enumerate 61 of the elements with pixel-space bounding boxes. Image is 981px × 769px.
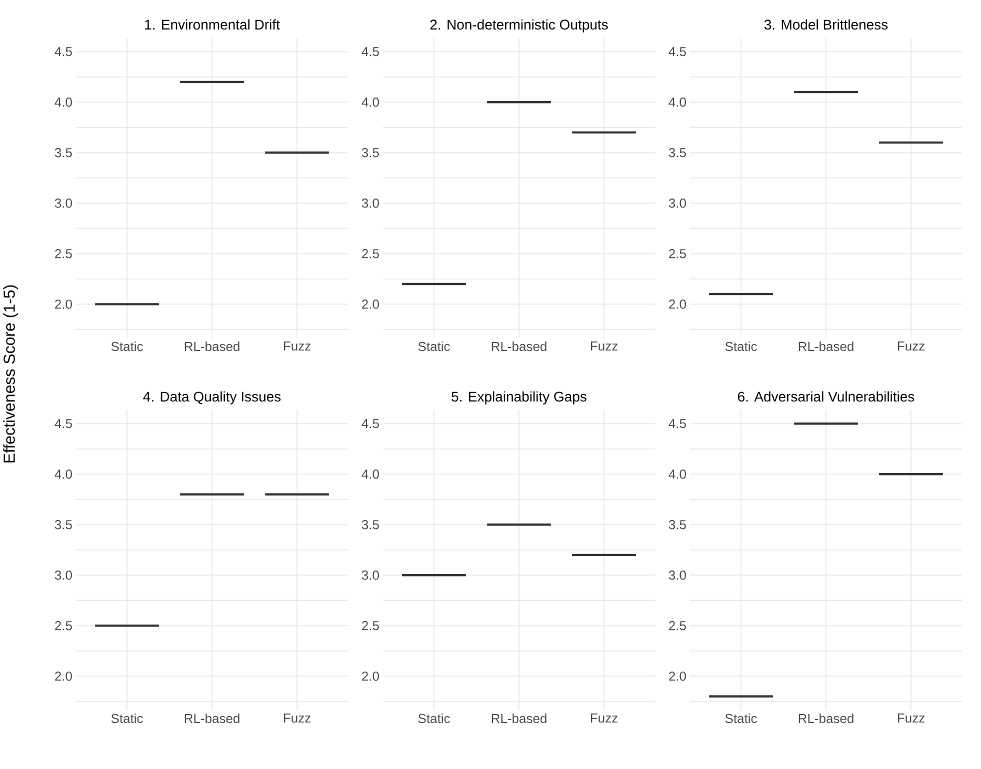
x-tick-label: Fuzz: [284, 714, 310, 723]
y-tick-label: 2.0: [669, 300, 686, 309]
y-tick-label: 4.0: [362, 98, 379, 107]
x-tick-label: Static: [111, 342, 143, 352]
y-axis-title: Effectiveness Score (1-5): [3, 285, 18, 462]
y-tick-label: 2.0: [55, 672, 72, 681]
y-tick-label: 4.0: [54, 470, 72, 479]
y-tick-label: 2.0: [362, 300, 379, 309]
x-tick-label: RL-based: [492, 342, 546, 352]
y-tick-label: 3.5: [362, 520, 379, 530]
chart-title: 3. Model Brittleness: [764, 19, 888, 30]
y-tick-label: 3.5: [362, 148, 379, 158]
y-tick-label: 2.5: [55, 621, 72, 630]
y-tick-label: 3.0: [668, 198, 686, 208]
x-tick-label: Static: [111, 714, 143, 724]
y-tick-label: 3.5: [54, 148, 72, 158]
y-tick-label: 2.5: [55, 249, 72, 258]
y-tick-label: 2.5: [669, 621, 686, 630]
y-tick-label: 4.0: [668, 470, 686, 479]
x-tick-label: RL-based: [492, 714, 546, 724]
y-tick-label: 2.0: [55, 300, 72, 309]
y-tick-label: 3.0: [362, 570, 379, 580]
y-tick-label: 4.0: [668, 98, 686, 107]
y-tick-label: 3.5: [668, 520, 686, 530]
x-tick-label: Fuzz: [898, 714, 924, 723]
x-tick-label: Fuzz: [898, 342, 924, 351]
x-tick-label: Static: [418, 714, 450, 724]
y-tick-label: 2.5: [669, 249, 686, 258]
x-tick-label: RL-based: [798, 714, 854, 724]
x-tick-label: Static: [725, 342, 757, 352]
y-tick-label: 4.5: [668, 419, 686, 428]
y-tick-label: 4.5: [54, 419, 72, 428]
y-tick-label: 4.0: [362, 470, 379, 479]
chart-title: 4. Data Quality Issues: [143, 391, 281, 404]
y-tick-label: 2.0: [362, 672, 379, 681]
chart-title: 5. Explainability Gaps: [452, 391, 586, 404]
y-tick-label: 3.5: [668, 148, 686, 158]
y-tick-label: 2.0: [669, 672, 686, 681]
y-tick-label: 4.5: [668, 47, 686, 56]
y-tick-label: 3.0: [668, 570, 686, 580]
x-tick-label: Static: [725, 714, 757, 724]
y-tick-label: 3.5: [54, 520, 72, 530]
y-tick-label: 3.0: [362, 198, 379, 208]
x-tick-label: RL-based: [798, 342, 854, 352]
x-tick-label: RL-based: [184, 714, 240, 724]
chart-title: 1. Environmental Drift: [145, 19, 280, 30]
x-tick-label: Static: [418, 342, 450, 352]
y-tick-label: 3.0: [54, 198, 72, 208]
x-tick-label: Fuzz: [284, 342, 310, 351]
y-tick-label: 3.0: [54, 570, 72, 580]
y-tick-label: 4.5: [54, 47, 72, 56]
x-tick-label: Fuzz: [590, 342, 618, 351]
chart-title: 6. Adversarial Vulnerabilities: [738, 391, 914, 402]
chart-title: 2. Non-deterministic Outputs: [430, 19, 608, 32]
x-tick-label: RL-based: [184, 342, 240, 352]
y-tick-label: 4.5: [362, 419, 379, 428]
x-tick-label: Fuzz: [590, 714, 618, 723]
y-tick-label: 2.5: [362, 249, 379, 258]
y-tick-label: 2.5: [362, 621, 379, 630]
y-tick-label: 4.5: [362, 47, 379, 56]
y-tick-label: 4.0: [54, 98, 72, 107]
